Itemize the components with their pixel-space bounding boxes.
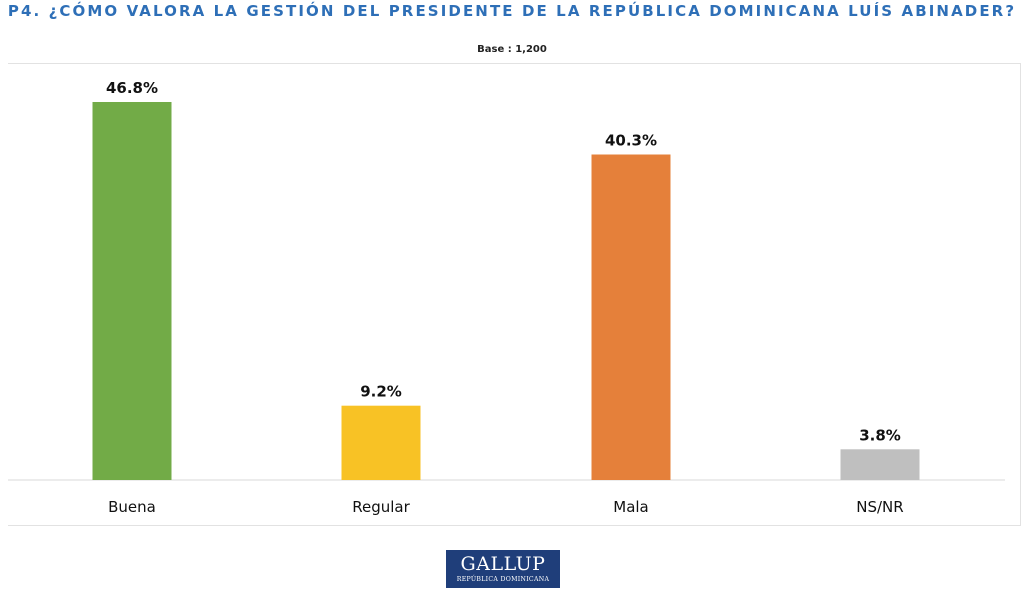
gallup-logo: GALLUP REPÚBLICA DOMINICANA bbox=[446, 550, 560, 588]
bar-mala bbox=[591, 154, 671, 480]
category-label-buena: Buena bbox=[108, 498, 156, 516]
data-label-buena: 46.8% bbox=[106, 79, 158, 97]
bar-buena bbox=[92, 102, 172, 480]
chart-panel bbox=[8, 63, 1021, 526]
category-label-mala: Mala bbox=[613, 498, 649, 516]
base-label: Base : 1,200 bbox=[477, 44, 547, 55]
bar-ns-nr bbox=[840, 449, 920, 480]
data-label-mala: 40.3% bbox=[605, 132, 657, 150]
logo-name: GALLUP bbox=[460, 553, 546, 575]
data-label-ns-nr: 3.8% bbox=[859, 426, 901, 444]
category-label-regular: Regular bbox=[352, 498, 410, 516]
chart-title: P4. ¿CÓMO VALORA LA GESTIÓN DEL PRESIDEN… bbox=[7, 2, 1017, 20]
bar-regular bbox=[341, 405, 421, 480]
data-label-regular: 9.2% bbox=[360, 383, 402, 401]
category-label-ns-nr: NS/NR bbox=[856, 498, 903, 516]
logo-subtitle: REPÚBLICA DOMINICANA bbox=[456, 576, 550, 583]
